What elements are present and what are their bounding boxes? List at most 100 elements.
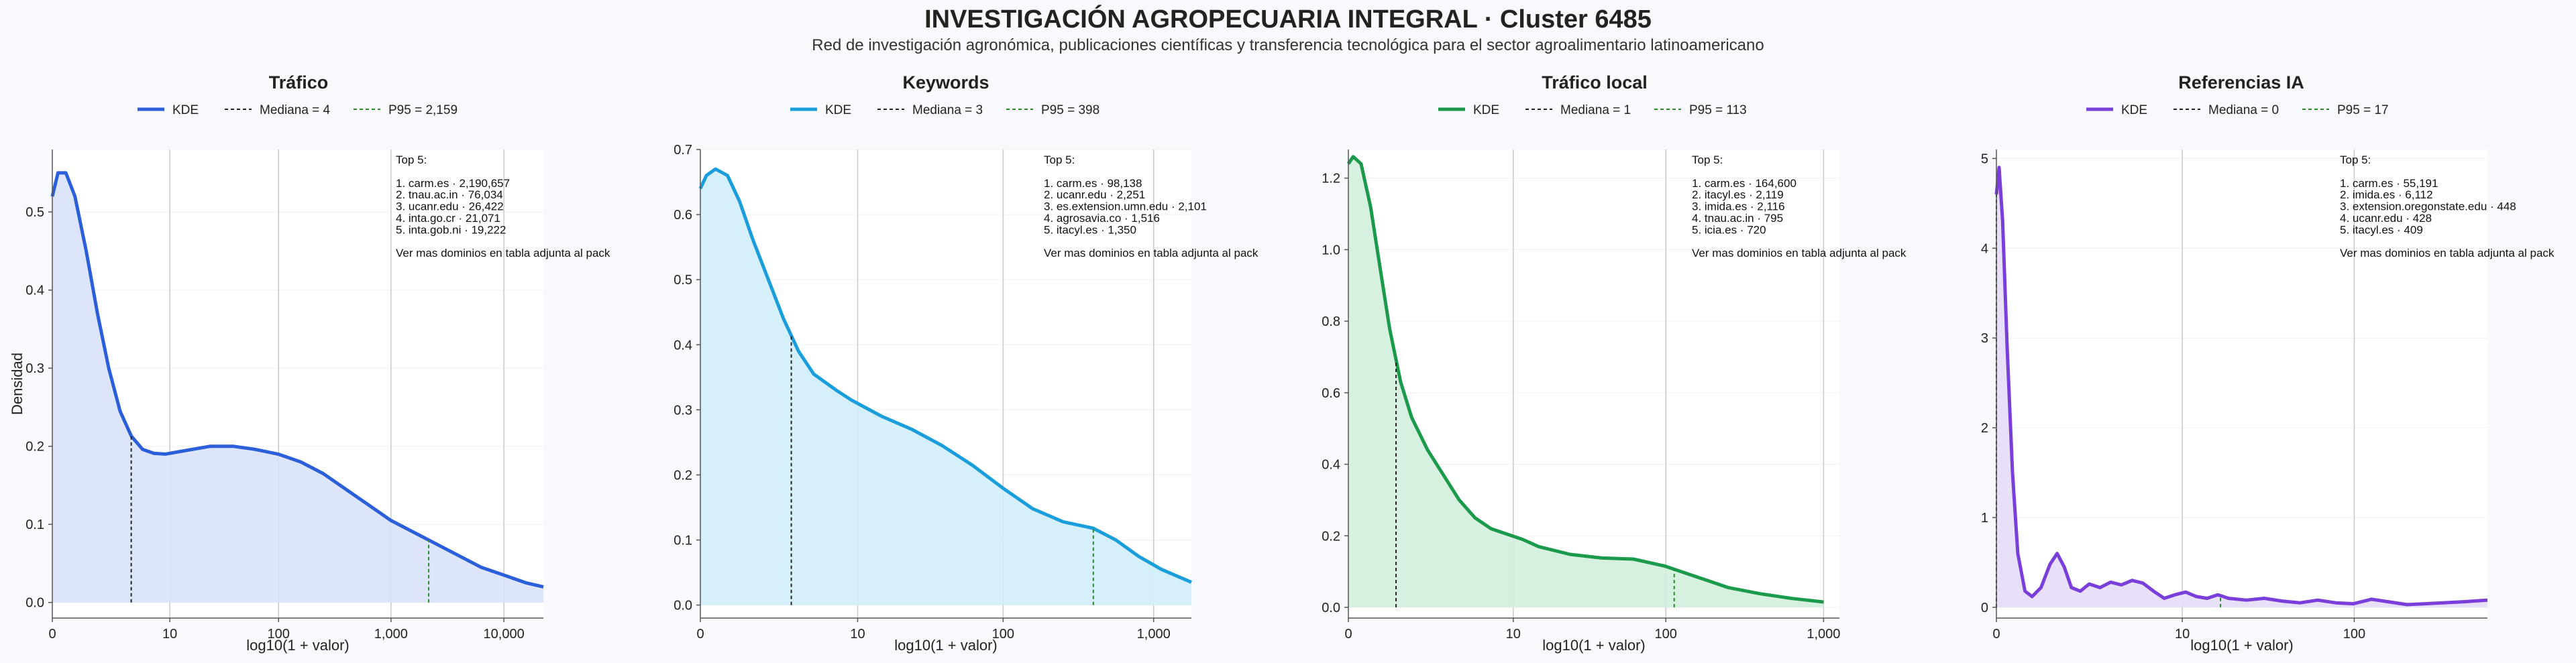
y-tick-label: 0.5 — [25, 205, 44, 220]
x-tick-label: 1,000 — [1807, 627, 1840, 642]
page-subtitle: Red de investigación agronómica, publica… — [812, 36, 1764, 54]
y-tick-label: 0.1 — [674, 534, 692, 548]
top5-item: 2. ucanr.edu · 2,251 — [1044, 188, 1145, 201]
legend-median-label: Mediana = 3 — [912, 103, 983, 117]
chart-panel-1: Tráfico KDE Mediana = 4 P95 = 2,159 0.0 0.1 0.… — [9, 72, 610, 654]
top5-heading: Top 5: — [396, 154, 427, 166]
x-tick-label: 10 — [1506, 627, 1521, 642]
x-axis-label: log10(1 + valor) — [1542, 637, 1645, 654]
x-tick-label: 100 — [268, 627, 290, 642]
y-tick-label: 0.4 — [1322, 458, 1340, 473]
y-tick-label: 0.0 — [674, 599, 692, 613]
x-tick-label: 100 — [992, 627, 1014, 642]
y-tick-label: 4 — [1981, 241, 1988, 256]
chart-title: Tráfico — [269, 72, 329, 93]
y-tick-label: 0.7 — [674, 143, 692, 158]
top5-footer: Ver mas dominios en tabla adjunta al pac… — [396, 247, 610, 259]
legend-kde-label: KDE — [2121, 103, 2147, 117]
y-tick-label: 0.2 — [674, 468, 692, 483]
y-tick-label: 0.4 — [25, 284, 44, 298]
x-tick-label: 100 — [1655, 627, 1677, 642]
x-tick-label: 10 — [162, 627, 177, 642]
y-tick-label: 0.4 — [674, 338, 692, 353]
y-tick-label: 0.0 — [25, 596, 44, 611]
x-tick-label: 10 — [850, 627, 865, 642]
chart-panel-3: Tráfico local KDE Mediana = 1 P95 = 113 0.0 0… — [1322, 72, 1907, 654]
top5-item: 1. carm.es · 55,191 — [2340, 177, 2438, 190]
plot-background — [1996, 149, 2487, 618]
legend-median-label: Mediana = 1 — [1560, 103, 1631, 117]
x-tick-label: 0 — [1344, 627, 1352, 642]
y-tick-label: 1.0 — [1322, 243, 1340, 257]
chart-title: Tráfico local — [1542, 72, 1648, 93]
x-tick-label: 10 — [2175, 627, 2190, 642]
x-tick-label: 0 — [696, 627, 704, 642]
kde-line — [698, 167, 1192, 584]
top5-footer: Ver mas dominios en tabla adjunta al pac… — [2340, 247, 2555, 259]
kde-area — [700, 169, 1191, 605]
chart-title: Referencias IA — [2178, 72, 2304, 93]
x-axis-label: log10(1 + valor) — [2190, 637, 2293, 654]
top5-item: 1. carm.es · 164,600 — [1692, 177, 1796, 190]
legend-kde-label: KDE — [1473, 103, 1499, 117]
x-tick-label: 1,000 — [1137, 627, 1171, 642]
top5-heading: Top 5: — [2340, 154, 2371, 166]
y-tick-label: 0.2 — [25, 440, 44, 455]
top5-item: 2. tnau.ac.in · 76,034 — [396, 188, 503, 201]
y-tick-label: 0.6 — [1322, 386, 1340, 401]
y-tick-label: 0 — [1981, 601, 1988, 615]
chart-title: Keywords — [902, 72, 989, 93]
top5-item: 4. tnau.ac.in · 795 — [1692, 212, 1783, 225]
top5-item: 3. imida.es · 2,116 — [1692, 200, 1785, 213]
kde-line — [50, 171, 544, 589]
page-title: INVESTIGACIÓN AGROPECUARIA INTEGRAL · Cl… — [924, 5, 1652, 34]
x-axis-label: log10(1 + valor) — [894, 637, 997, 654]
y-axis-label: Densidad — [9, 353, 25, 415]
x-tick-label: 0 — [1992, 627, 2000, 642]
y-tick-label: 0.5 — [674, 273, 692, 288]
top5-item: 1. carm.es · 98,138 — [1044, 177, 1142, 190]
x-tick-label: 0 — [48, 627, 56, 642]
top5-footer: Ver mas dominios en tabla adjunta al pac… — [1044, 247, 1258, 259]
kde-line — [1994, 166, 2488, 607]
y-tick-label: 1.2 — [1322, 172, 1340, 186]
legend-p95-label: P95 = 17 — [2337, 103, 2389, 117]
top5-item: 3. extension.oregonstate.edu · 448 — [2340, 200, 2516, 213]
top5-heading: Top 5: — [1692, 154, 1723, 166]
top5-item: 5. itacyl.es · 409 — [2340, 223, 2423, 236]
top5-item: 3. ucanr.edu · 26,422 — [396, 200, 504, 213]
kde-line — [1346, 155, 1824, 604]
legend-median-label: Mediana = 0 — [2208, 103, 2279, 117]
top5-item: 1. carm.es · 2,190,657 — [396, 177, 510, 190]
y-tick-label: 1 — [1981, 511, 1988, 526]
legend-p95-label: P95 = 2,159 — [388, 103, 458, 117]
top5-item: 4. inta.go.cr · 21,071 — [396, 212, 500, 225]
top5-heading: Top 5: — [1044, 154, 1075, 166]
top5-item: 5. itacyl.es · 1,350 — [1044, 223, 1136, 236]
y-tick-label: 2 — [1981, 421, 1988, 436]
y-tick-label: 3 — [1981, 331, 1988, 346]
legend-median-label: Mediana = 4 — [260, 103, 331, 117]
kde-area — [52, 172, 543, 603]
top5-item: 5. inta.gob.ni · 19,222 — [396, 223, 506, 236]
top5-item: 4. agrosavia.co · 1,516 — [1044, 212, 1160, 225]
legend-p95-label: P95 = 113 — [1689, 103, 1747, 117]
legend-kde-label: KDE — [825, 103, 851, 117]
y-tick-label: 0.0 — [1322, 601, 1340, 615]
y-tick-label: 0.3 — [674, 403, 692, 418]
y-tick-label: 5 — [1981, 152, 1988, 166]
top5-item: 4. ucanr.edu · 428 — [2340, 212, 2432, 225]
chart-panel-2: Keywords KDE Mediana = 3 P95 = 398 0.0 0.1 0.2… — [674, 72, 1258, 654]
y-tick-label: 0.8 — [1322, 314, 1340, 329]
y-tick-label: 0.6 — [674, 208, 692, 223]
top5-item: 3. es.extension.umn.edu · 2,101 — [1044, 200, 1207, 213]
x-tick-label: 10,000 — [484, 627, 525, 642]
y-tick-label: 0.2 — [1322, 529, 1340, 544]
y-tick-label: 0.3 — [25, 361, 44, 376]
x-axis-label: log10(1 + valor) — [246, 637, 349, 654]
x-tick-label: 100 — [2343, 627, 2365, 642]
chart-panel-4: Referencias IA KDE Mediana = 0 P95 = 17 0 1 2 3… — [1981, 72, 2555, 654]
top5-item: 5. icia.es · 720 — [1692, 223, 1766, 236]
legend-p95-label: P95 = 398 — [1041, 103, 1099, 117]
